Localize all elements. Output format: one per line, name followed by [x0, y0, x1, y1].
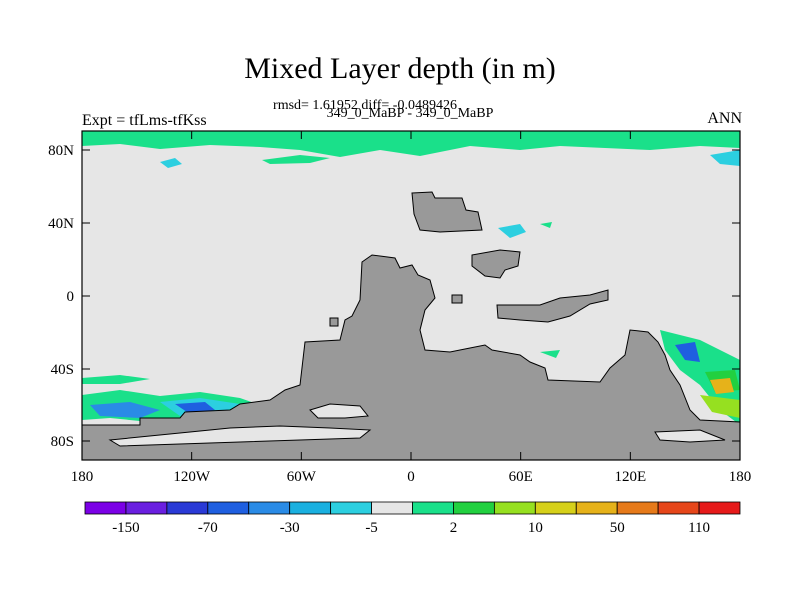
colorbar-swatch [698, 501, 741, 515]
colorbar-swatch [289, 501, 332, 515]
x-tick-label: 120E [614, 469, 646, 485]
colorbar-label: 50 [610, 520, 625, 536]
colorbar-swatch [616, 501, 659, 515]
colorbar-swatch [330, 501, 372, 515]
map-panel [81, 130, 741, 461]
subtitle: 349_0_MaBP - 349_0_MaBP [326, 106, 494, 121]
colorbar: -150 -70 -30 -5 2 10 50 110 [84, 501, 741, 536]
land-masses [81, 191, 741, 461]
colorbar-swatch [575, 501, 618, 515]
colorbar-label: -30 [280, 520, 300, 536]
x-tick-label: 180 [71, 469, 94, 485]
colorbar-label: 110 [688, 520, 710, 536]
colorbar-swatch [412, 501, 454, 515]
colorbar-swatch [248, 501, 291, 515]
colorbar-label: 2 [450, 520, 458, 536]
colorbar-swatch [493, 501, 536, 515]
x-tick-label: 60W [287, 469, 317, 485]
colorbar-label: -70 [198, 520, 218, 536]
y-tick-label: 40N [48, 216, 74, 232]
colorbar-label: 10 [528, 520, 543, 536]
x-tick-label: 0 [407, 469, 415, 485]
y-axis: 80N 40N 0 40S 80S [48, 143, 740, 450]
y-tick-label: 80S [51, 434, 74, 450]
season-label: ANN [707, 110, 742, 127]
experiment-label: Expt = tfLms-tfKss [82, 112, 207, 129]
y-tick-label: 40S [51, 362, 74, 378]
x-tick-label: 180 [729, 469, 752, 485]
colorbar-swatch [125, 501, 168, 515]
colorbar-swatch [371, 501, 413, 515]
colorbar-swatch [207, 501, 250, 515]
x-axis: 180 120W 60W 0 60E 120E 180 [71, 131, 752, 485]
map-title: Mixed Layer depth (in m) [244, 52, 556, 85]
x-tick-label: 120W [173, 469, 211, 485]
colorbar-swatch [166, 501, 209, 515]
colorbar-swatch [84, 501, 127, 515]
y-tick-label: 80N [48, 143, 74, 159]
x-tick-label: 60E [509, 469, 533, 485]
colorbar-label: -150 [112, 520, 140, 536]
colorbar-swatch [657, 501, 700, 515]
stats-line: rmsd= 1.61952 diff= -0.0489426 [273, 98, 457, 113]
y-tick-label: 0 [67, 289, 75, 305]
colorbar-label: -5 [365, 520, 378, 536]
colorbar-swatch [534, 501, 577, 515]
colorbar-swatch [453, 501, 495, 515]
